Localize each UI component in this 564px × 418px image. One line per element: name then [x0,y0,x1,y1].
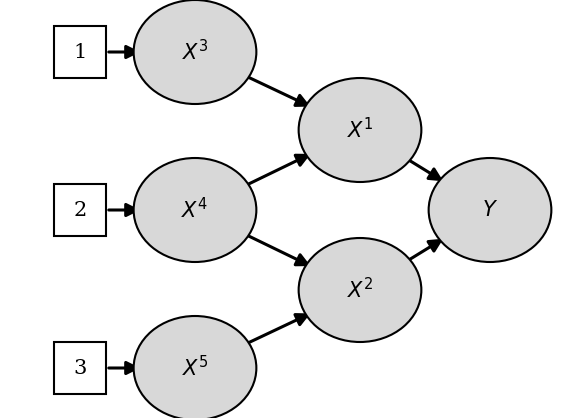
Text: $X^2$: $X^2$ [347,278,373,303]
Bar [54,342,106,394]
Ellipse shape [299,78,421,182]
Ellipse shape [134,0,257,104]
Text: 2: 2 [73,201,87,219]
Text: $Y$: $Y$ [482,200,498,220]
Ellipse shape [134,316,257,418]
Text: 1: 1 [73,43,87,61]
Bar [54,184,106,236]
Text: $X^3$: $X^3$ [182,39,208,65]
Text: $X^5$: $X^5$ [182,355,208,381]
Ellipse shape [299,238,421,342]
Text: 3: 3 [73,359,87,377]
Bar [54,26,106,78]
Text: $X^1$: $X^1$ [347,117,373,143]
Text: $X^4$: $X^4$ [182,197,209,223]
Ellipse shape [429,158,552,262]
Ellipse shape [134,158,257,262]
